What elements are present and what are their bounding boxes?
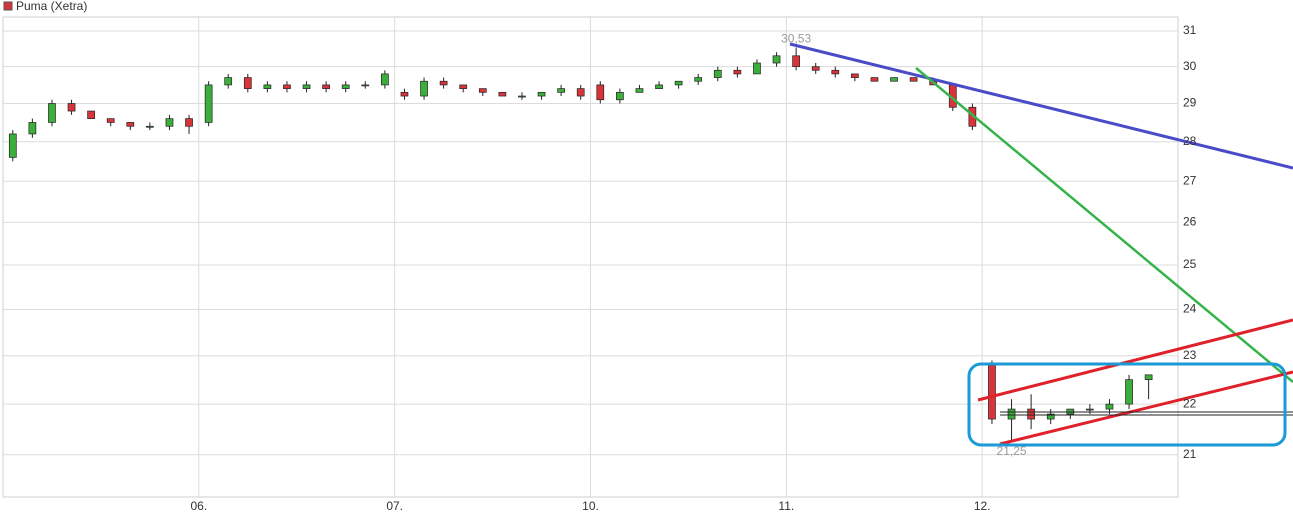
y-tick-label: 21	[1183, 447, 1197, 461]
candle-body	[302, 84, 311, 89]
candle-body	[988, 364, 996, 420]
trend-line	[915, 67, 1293, 383]
candle-body	[126, 122, 135, 127]
candle-body	[361, 84, 370, 87]
candle-body	[87, 110, 95, 119]
candle-body	[381, 73, 389, 86]
candle-body	[439, 80, 448, 86]
candle-body	[655, 84, 663, 89]
candle-body	[146, 125, 154, 128]
trend-line	[789, 42, 1293, 170]
candle-body	[1105, 403, 1114, 410]
y-tick-label: 22	[1183, 396, 1197, 410]
candle-body	[67, 103, 76, 112]
y-tick-label: 31	[1183, 23, 1197, 37]
y-tick-label: 27	[1183, 173, 1197, 187]
candle-body	[557, 88, 565, 93]
candle-body	[694, 77, 703, 82]
candle-body	[576, 88, 585, 97]
candle-body	[263, 84, 272, 89]
candle-body	[909, 77, 918, 82]
candle-body	[1007, 408, 1016, 420]
candle-body	[616, 91, 624, 101]
channel-line	[977, 318, 1293, 402]
candle-body	[185, 118, 193, 127]
candle-body	[811, 66, 820, 71]
candle-body	[8, 133, 17, 158]
candle-body	[831, 69, 840, 75]
candle-body	[478, 88, 487, 93]
candle-body	[165, 118, 174, 127]
candle-body	[792, 55, 800, 67]
y-tick-label: 28	[1183, 134, 1197, 148]
candle-body	[204, 84, 213, 123]
x-tick-label: 11.	[778, 499, 794, 513]
candle-body	[1125, 379, 1133, 405]
x-tick-label: 12.	[974, 499, 991, 513]
candle-body	[420, 80, 428, 97]
legend-swatch	[3, 1, 13, 11]
drawings	[789, 42, 1293, 447]
candles	[8, 47, 1153, 442]
price-annotation: 30,53	[781, 32, 811, 46]
candle-body	[851, 73, 859, 78]
candle-body	[635, 88, 644, 93]
y-tick-label: 29	[1183, 96, 1197, 110]
candle-body	[753, 62, 761, 75]
candle-body	[341, 84, 350, 89]
candle-body	[322, 84, 330, 89]
candle-body	[48, 103, 56, 123]
grid	[3, 17, 1178, 497]
candle-body	[518, 95, 526, 98]
price-annotation: 21,25	[997, 444, 1027, 458]
x-tick-label: 06.	[190, 499, 207, 513]
y-tick-label: 24	[1183, 302, 1197, 316]
candle-body	[772, 55, 781, 64]
x-tick-label: 07.	[386, 499, 403, 513]
candle-body	[224, 77, 233, 86]
candle-body	[1086, 408, 1094, 411]
candle-body	[1027, 408, 1035, 420]
candle-body	[733, 69, 742, 75]
candle-body	[890, 77, 898, 82]
candle-body	[243, 77, 252, 89]
candle-body	[713, 69, 722, 78]
legend-label: Puma (Xetra)	[16, 0, 87, 13]
candle-body	[1144, 374, 1153, 381]
y-tick-label: 25	[1183, 257, 1197, 271]
channel-line	[999, 370, 1293, 446]
legend: Puma (Xetra)	[3, 0, 87, 13]
highlight-box	[967, 362, 1287, 447]
candle-body	[537, 91, 546, 97]
y-tick-label: 23	[1183, 348, 1197, 362]
candle-body	[674, 80, 683, 86]
candle-body	[106, 118, 115, 123]
candle-body	[459, 84, 468, 89]
candle-body	[283, 84, 291, 89]
candle-body	[28, 122, 37, 135]
y-tick-label: 30	[1183, 59, 1197, 73]
x-tick-label: 10.	[582, 499, 599, 513]
candle-body	[596, 84, 605, 101]
candle-body	[1046, 413, 1055, 420]
candle-body	[870, 77, 879, 82]
candle-body	[498, 91, 507, 97]
candle-body	[400, 91, 409, 97]
y-tick-label: 26	[1183, 215, 1197, 229]
